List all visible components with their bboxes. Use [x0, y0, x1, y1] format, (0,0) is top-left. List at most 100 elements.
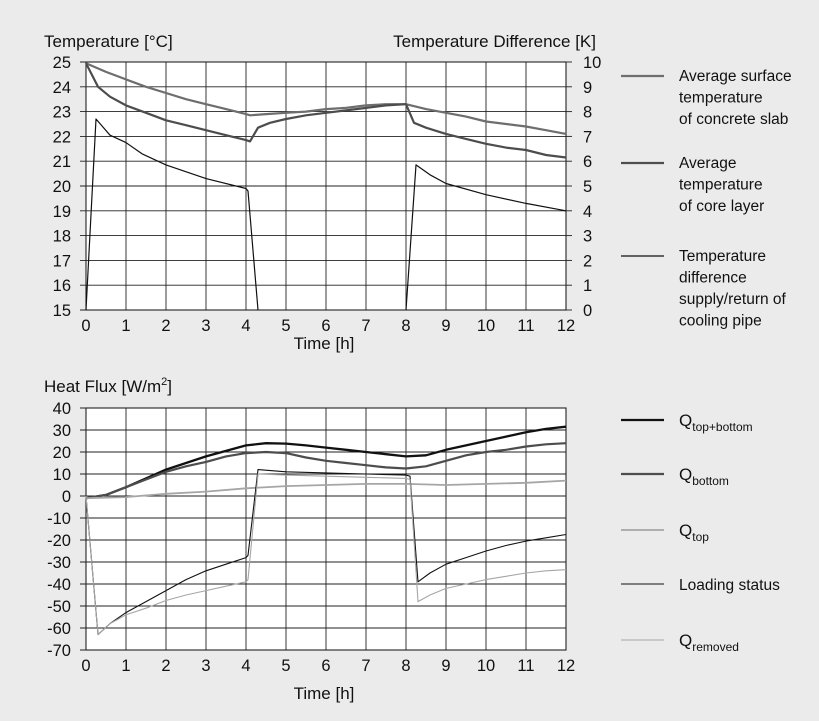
- x-tick-label: 0: [81, 657, 90, 675]
- x-tick-label: 10: [477, 317, 495, 335]
- y-tick-label: -10: [47, 510, 71, 528]
- series-line-qtop: [85, 479, 567, 500]
- grid: [80, 61, 572, 311]
- x-tick-label: 6: [321, 657, 330, 675]
- y-tick-label: 20: [53, 178, 71, 196]
- x-tick-label: 1: [121, 657, 130, 675]
- legend-label-main: Q: [679, 411, 692, 430]
- y-tick-label: 25: [53, 54, 71, 72]
- x-tick-label: 6: [321, 317, 330, 335]
- plot-frame: [85, 61, 567, 311]
- legend-label-line: Temperature: [679, 248, 766, 265]
- y2-tick-label: 6: [583, 153, 592, 171]
- x-tick-label: 2: [161, 317, 170, 335]
- y2-tick-label: 5: [583, 178, 592, 196]
- legend-label: Qtop: [679, 521, 709, 544]
- x-tick-label: 3: [201, 657, 210, 675]
- x-tick-label: 12: [557, 317, 575, 335]
- legend-label-subscript: removed: [692, 640, 739, 654]
- series-line-qbottom: [85, 442, 567, 500]
- y-tick-label: -40: [47, 576, 71, 594]
- y2-tick-label: 9: [583, 79, 592, 97]
- y-axis-title-tail: ]: [167, 377, 172, 396]
- heat-flux-chart: Heat Flux [W/m2] 0 1 2 3 4 5 6 7 8 9 10 11 12-70-60-…: [44, 376, 780, 703]
- y-axis-title: Temperature [°C]: [44, 32, 173, 51]
- y-tick-label: 23: [53, 104, 71, 122]
- tick-labels: 0 1 2 3 4 5 6 7 8 9 10 11 12-70-60-50-40-30-20-10010…: [47, 400, 575, 675]
- tick-labels: 0 1 2 3 4 5 6 7 8 9 10 11 12151617181920212223242501…: [53, 54, 602, 335]
- legend-label-line: Average: [679, 155, 736, 172]
- y-tick-label: -50: [47, 598, 71, 616]
- y2-tick-label: 4: [583, 203, 592, 221]
- legend-label-line: difference: [679, 270, 747, 287]
- y-tick-label: -30: [47, 554, 71, 572]
- x-tick-label: 11: [517, 657, 534, 675]
- x-tick-label: 9: [441, 317, 450, 335]
- x-tick-label: 1: [121, 317, 130, 335]
- y-tick-label: 21: [53, 153, 71, 171]
- y-tick-label: -60: [47, 620, 71, 638]
- x-tick-label: 0: [81, 317, 90, 335]
- x-tick-label: 9: [441, 657, 450, 675]
- series-line-loading-status: [85, 469, 567, 636]
- y-tick-label: 15: [53, 302, 71, 320]
- y2-tick-label: 2: [583, 252, 592, 270]
- y-axis-title: Heat Flux [W/m2]: [44, 376, 172, 396]
- y-tick-label: -20: [47, 532, 71, 550]
- legend-label-subscript: top+bottom: [692, 420, 752, 434]
- y2-tick-label: 1: [583, 277, 592, 295]
- y-axis-title-superscript: 2: [161, 376, 167, 388]
- x-axis-title: Time [h]: [294, 684, 355, 703]
- y-tick-label: -70: [47, 642, 71, 660]
- x-tick-label: 12: [557, 657, 575, 675]
- series-lines: [85, 425, 567, 636]
- y-tick-label: 0: [62, 488, 71, 506]
- y-axis-title-main: Heat Flux [W/m: [44, 377, 161, 396]
- x-tick-label: 3: [201, 317, 210, 335]
- series-line-temperature-difference-supply-return-of-cooling-pipe: [85, 118, 567, 311]
- y-tick-label: 18: [53, 228, 71, 246]
- legend-label-subscript: top: [692, 530, 709, 544]
- temperature-chart: Temperature [°C] Temperature Difference …: [44, 32, 792, 353]
- legend-label-line: cooling pipe: [679, 313, 762, 330]
- y2-axis-title: Temperature Difference [K]: [393, 32, 596, 51]
- legend-label: Qbottom: [679, 465, 729, 488]
- legend-label: Qtop+bottom: [679, 411, 753, 434]
- y-tick-label: 30: [53, 422, 71, 440]
- plot-frame: [85, 407, 567, 651]
- legend: Average surface temperature of concrete sl…: [621, 68, 792, 330]
- legend-label-line: of concrete slab: [679, 111, 788, 128]
- y-tick-label: 16: [53, 277, 71, 295]
- series-line-average-surface-temperature-of-concrete-slab: [85, 62, 567, 135]
- y-tick-label: 10: [53, 466, 71, 484]
- grid: [80, 407, 567, 651]
- legend-label-main: Q: [679, 465, 692, 484]
- series-line-average-temperature-of-core-layer: [85, 62, 567, 159]
- x-tick-label: 4: [241, 657, 250, 675]
- series-line-qtop-bottom: [85, 425, 567, 500]
- legend-label-subscript: bottom: [692, 474, 729, 488]
- legend-label-line: supply/return of: [679, 291, 787, 308]
- y-tick-label: 19: [53, 203, 71, 221]
- x-tick-label: 2: [161, 657, 170, 675]
- legend-label: Loading status: [679, 577, 780, 594]
- x-tick-label: 5: [281, 317, 290, 335]
- legend-label-line: of core layer: [679, 198, 764, 215]
- y-tick-label: 17: [53, 252, 71, 270]
- legend-label-main: Q: [679, 631, 692, 650]
- legend-label-main: Q: [679, 521, 692, 540]
- series-lines: [85, 62, 567, 311]
- y2-tick-label: 8: [583, 104, 592, 122]
- x-tick-label: 7: [361, 317, 370, 335]
- y-tick-label: 20: [53, 444, 71, 462]
- x-tick-label: 10: [477, 657, 495, 675]
- legend-label-line: temperature: [679, 177, 763, 194]
- x-tick-label: 7: [361, 657, 370, 675]
- x-tick-label: 11: [517, 317, 534, 335]
- y2-tick-label: 3: [583, 228, 592, 246]
- x-tick-label: 4: [241, 317, 250, 335]
- x-tick-label: 8: [401, 657, 410, 675]
- y-tick-label: 40: [53, 400, 71, 418]
